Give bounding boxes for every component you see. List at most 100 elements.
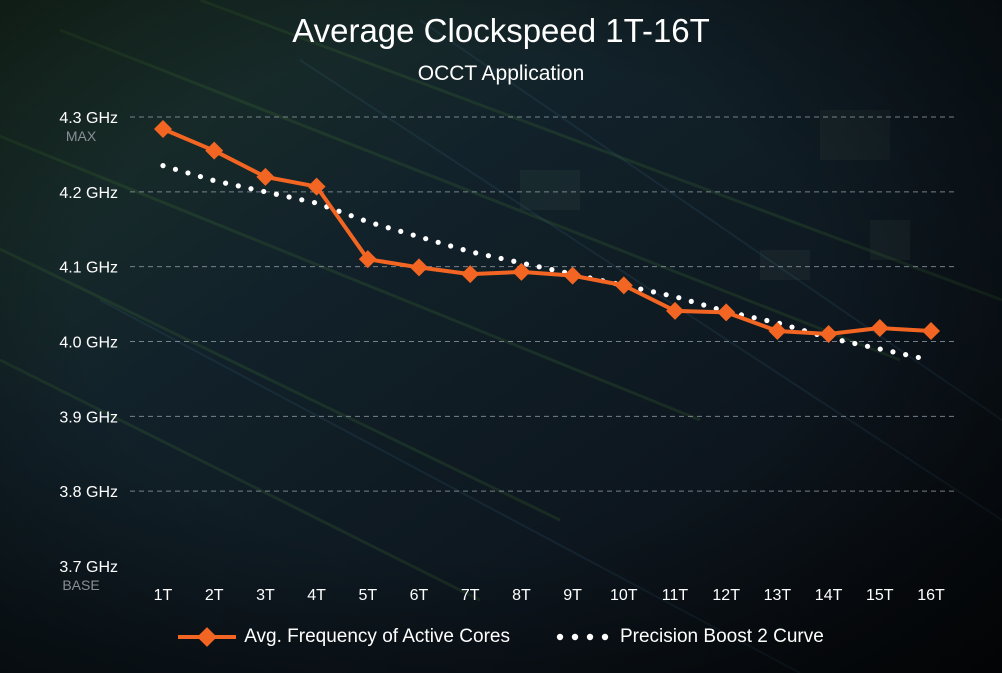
curve-dot xyxy=(650,289,657,295)
curve-dot xyxy=(348,213,354,219)
curve-dot xyxy=(663,292,669,298)
x-tick-label: 7T xyxy=(461,587,480,604)
curve-dot xyxy=(261,188,267,195)
curve-dot xyxy=(160,163,166,169)
x-tick-label: 4T xyxy=(307,587,326,604)
frequency-point-marker xyxy=(410,258,428,277)
curve-dot xyxy=(248,186,254,192)
frequency-point-marker xyxy=(358,250,377,269)
curve-dot xyxy=(688,298,694,304)
curve-dot xyxy=(877,346,883,352)
legend-item-curve: Precision Boost 2 Curve xyxy=(554,626,824,648)
curve-dot xyxy=(448,243,454,249)
curve-dot xyxy=(336,208,342,214)
x-tick-label: 5T xyxy=(358,587,377,604)
chart-legend: Avg. Frequency of Active Cores Precision… xyxy=(0,626,1002,648)
curve-dot xyxy=(549,267,555,273)
x-tick-label: 9T xyxy=(563,587,582,604)
curve-dot xyxy=(360,217,366,223)
curve-dot xyxy=(751,315,757,321)
y-tick-label: 4.1 GHz xyxy=(59,260,118,277)
chart-subtitle: OCCT Application xyxy=(417,62,585,85)
frequency-point-marker xyxy=(717,303,736,322)
curve-dot xyxy=(852,340,858,347)
curve-dot xyxy=(435,239,441,245)
frequency-point-marker xyxy=(461,265,480,284)
y-tick-label: 3.8 GHz xyxy=(59,484,118,501)
y-tick-label: 3.9 GHz xyxy=(59,409,118,426)
curve-dot xyxy=(460,247,466,253)
curve-dot xyxy=(286,194,292,200)
axis-annotation: BASE xyxy=(62,577,99,593)
x-tick-label: 3T xyxy=(256,587,275,604)
curve-dot xyxy=(373,221,379,227)
curve-dot xyxy=(903,352,909,358)
x-tick-label: 2T xyxy=(205,587,224,604)
curve-dot xyxy=(410,232,416,238)
curve-dot xyxy=(890,349,896,355)
curve-dot xyxy=(536,264,542,270)
curve-dot xyxy=(915,354,921,361)
frequency-point-marker xyxy=(922,322,940,341)
solid-line-diamond-icon xyxy=(178,627,237,647)
x-tick-label: 8T xyxy=(512,587,531,604)
curve-dot xyxy=(185,170,191,176)
curve-dot xyxy=(713,306,719,312)
axis-annotation: MAX xyxy=(66,128,97,144)
frequency-point-marker xyxy=(205,141,224,160)
x-tick-label: 6T xyxy=(410,587,429,604)
dotted-line-icon xyxy=(556,633,609,641)
curve-dot xyxy=(398,228,404,234)
frequency-point-marker xyxy=(614,276,633,295)
frequency-point-marker xyxy=(154,119,172,138)
y-tick-label: 4.2 GHz xyxy=(59,185,118,202)
frequency-point-marker xyxy=(256,167,275,186)
x-tick-label: 14T xyxy=(815,587,843,604)
frequency-point-marker xyxy=(563,266,582,285)
curve-dot xyxy=(864,343,871,349)
frequency-point-marker xyxy=(307,177,326,196)
x-tick-label: 1T xyxy=(154,587,173,604)
curve-dot xyxy=(197,173,204,180)
curve-dot xyxy=(485,253,491,259)
x-tick-label: 11T xyxy=(662,587,689,604)
curve-dot xyxy=(299,197,305,203)
curve-dot xyxy=(210,177,216,183)
curve-dot xyxy=(235,183,241,189)
curve-dot xyxy=(764,317,770,324)
curve-dot xyxy=(172,166,179,172)
frequency-point-marker xyxy=(666,301,684,320)
curve-dot xyxy=(701,302,707,308)
curve-dot xyxy=(273,191,279,197)
y-tick-label: 4.0 GHz xyxy=(59,335,118,352)
curve-dot xyxy=(473,250,479,256)
frequency-series-line xyxy=(162,127,932,337)
frequency-point-marker xyxy=(870,319,889,338)
curve-dot xyxy=(511,258,517,264)
x-tick-label: 12T xyxy=(712,587,740,604)
curve-dot xyxy=(498,255,504,262)
frequency-point-marker xyxy=(512,262,531,281)
y-tick-label: 4.3 GHz xyxy=(59,110,118,127)
curve-dot xyxy=(423,236,429,242)
curve-dot xyxy=(523,261,530,267)
x-tick-label: 13T xyxy=(764,587,792,604)
chart-title: Average Clockspeed 1T-16T xyxy=(292,12,710,49)
curve-dot xyxy=(789,324,795,330)
curve-dot xyxy=(839,338,845,344)
legend-label-frequency: Avg. Frequency of Active Cores xyxy=(244,626,510,647)
x-tick-label: 16T xyxy=(917,587,945,604)
legend-label-curve: Precision Boost 2 Curve xyxy=(619,626,824,647)
y-tick-label: 3.7 GHz xyxy=(59,559,118,576)
frequency-point-marker xyxy=(768,322,787,341)
legend-item-frequency: Avg. Frequency of Active Cores xyxy=(178,626,510,648)
curve-dot xyxy=(385,225,391,231)
curve-dot xyxy=(638,286,644,292)
x-tick-label: 10T xyxy=(610,587,638,604)
x-tick-label: 15T xyxy=(866,587,894,604)
curve-dot xyxy=(311,199,318,206)
curve-dot xyxy=(222,180,229,186)
curve-dot xyxy=(676,295,682,301)
